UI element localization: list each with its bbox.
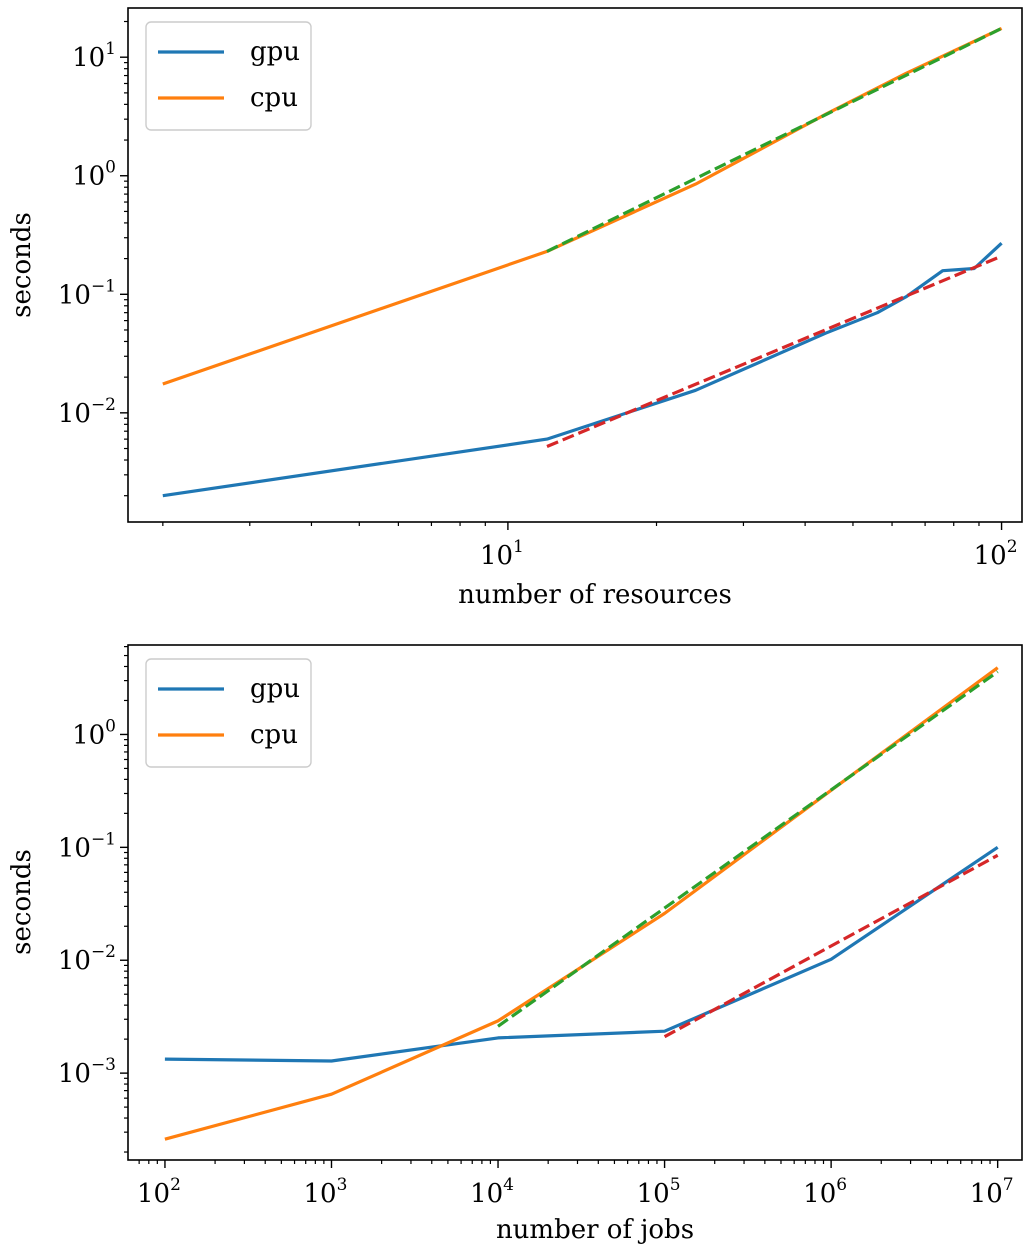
legend-box	[145, 658, 312, 768]
x-tick-exponent: 5	[670, 1175, 681, 1195]
legend-label-gpu: gpu	[250, 674, 300, 704]
y-tick-base: 10	[72, 43, 105, 73]
gpu-line	[164, 845, 999, 1063]
y-tick-label: 100	[72, 158, 116, 192]
y-tick-exponent: 0	[105, 158, 116, 178]
y-tick-label: 10−2	[58, 395, 116, 429]
y-tick-base: 10	[58, 833, 91, 863]
x-axis-label: number of jobs	[496, 1215, 694, 1245]
legend-label-cpu: cpu	[250, 720, 298, 750]
plot-frame	[127, 644, 1023, 1161]
x-tick-exponent: 6	[836, 1175, 847, 1195]
x-tick-base: 10	[974, 541, 1007, 571]
y-tick-label: 10−3	[58, 1055, 116, 1089]
x-tick-label: 101	[480, 537, 524, 571]
x-tick-label: 104	[470, 1175, 514, 1209]
x-tick-label: 107	[970, 1175, 1014, 1209]
y-tick-exponent: −2	[91, 395, 116, 415]
y-tick-exponent: −3	[91, 1055, 116, 1075]
y-tick-base: 10	[58, 399, 91, 429]
y-tick-base: 10	[58, 946, 91, 976]
fit-line-2	[546, 26, 1003, 253]
y-tick-label: 10−1	[58, 829, 116, 863]
x-tick-label: 102	[137, 1175, 181, 1209]
x-tick-exponent: 2	[1007, 537, 1018, 557]
x-tick-base: 10	[137, 1179, 170, 1209]
x-tick-exponent: 2	[170, 1175, 181, 1195]
y-tick-exponent: 1	[105, 39, 116, 59]
x-tick-label: 102	[974, 537, 1018, 571]
plot-frame	[127, 7, 1023, 523]
y-tick-label: 100	[72, 716, 116, 750]
y-tick-exponent: 0	[105, 716, 116, 736]
series-group	[162, 26, 1003, 498]
y-tick-base: 10	[58, 1059, 91, 1089]
fit-line-3	[546, 254, 1003, 448]
legend: gpu cpu	[145, 21, 312, 131]
legend-box	[145, 21, 312, 131]
x-tick-base: 10	[470, 1179, 503, 1209]
y-tick-exponent: −2	[91, 942, 116, 962]
fit-line-2	[497, 670, 999, 1028]
y-tick-base: 10	[72, 720, 105, 750]
y-axis-label: seconds	[7, 212, 37, 318]
series-group	[164, 666, 999, 1141]
x-tick-base: 10	[637, 1179, 670, 1209]
y-tick-label: 10−2	[58, 942, 116, 976]
x-tick-exponent: 7	[1003, 1175, 1014, 1195]
x-tick-exponent: 3	[337, 1175, 348, 1195]
y-axis-label: seconds	[7, 849, 37, 955]
legend-label-cpu: cpu	[250, 83, 298, 113]
x-tick-label: 106	[803, 1175, 847, 1209]
y-tick-exponent: −1	[91, 276, 116, 296]
x-tick-exponent: 1	[513, 537, 524, 557]
y-tick-base: 10	[72, 162, 105, 192]
x-tick-label: 103	[304, 1175, 348, 1209]
chart-panel-2: 102 103 104 105 106 10710−310−210−1100number …	[7, 644, 1023, 1245]
x-tick-label: 105	[637, 1175, 681, 1209]
y-tick-label: 101	[72, 39, 116, 73]
legend: gpu cpu	[145, 658, 312, 768]
fit-line-3	[663, 853, 999, 1039]
y-tick-base: 10	[58, 280, 91, 310]
gpu-line	[162, 242, 1003, 498]
y-tick-exponent: −1	[91, 829, 116, 849]
x-tick-exponent: 4	[503, 1175, 514, 1195]
x-axis-label: number of resources	[458, 580, 732, 610]
y-tick-label: 10−1	[58, 276, 116, 310]
x-tick-base: 10	[970, 1179, 1003, 1209]
x-tick-base: 10	[304, 1179, 337, 1209]
x-tick-base: 10	[480, 541, 513, 571]
x-tick-base: 10	[803, 1179, 836, 1209]
legend-label-gpu: gpu	[250, 37, 300, 67]
